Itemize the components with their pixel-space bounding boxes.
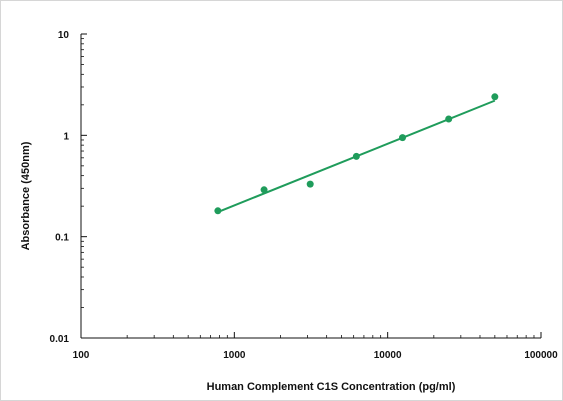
y-tick-label: 10: [58, 30, 70, 41]
data-point: [214, 207, 222, 215]
x-tick-label: 10000: [374, 350, 402, 361]
data-point: [399, 134, 407, 142]
y-tick-label: 1: [63, 131, 69, 142]
x-axis-title: Human Complement C1S Concentration (pg/m…: [207, 381, 456, 393]
data-point: [491, 93, 499, 101]
y-axis-ticks: 0.01 0.1 1 10: [50, 30, 87, 345]
data-points: [214, 93, 499, 215]
data-point: [352, 152, 360, 160]
data-point: [260, 186, 268, 194]
y-tick-label: 0.01: [50, 334, 70, 345]
x-tick-label: 100: [73, 350, 90, 361]
x-tick-label: 100000: [524, 350, 558, 361]
x-axis-ticks: 100 1000 10000 100000: [73, 332, 558, 361]
y-axis-title: Absorbance (450nm): [20, 141, 32, 250]
x-tick-label: 1000: [223, 350, 246, 361]
y-tick-label: 0.1: [55, 233, 69, 244]
data-point: [445, 115, 453, 123]
axes: [80, 34, 541, 339]
data-point: [306, 180, 314, 188]
